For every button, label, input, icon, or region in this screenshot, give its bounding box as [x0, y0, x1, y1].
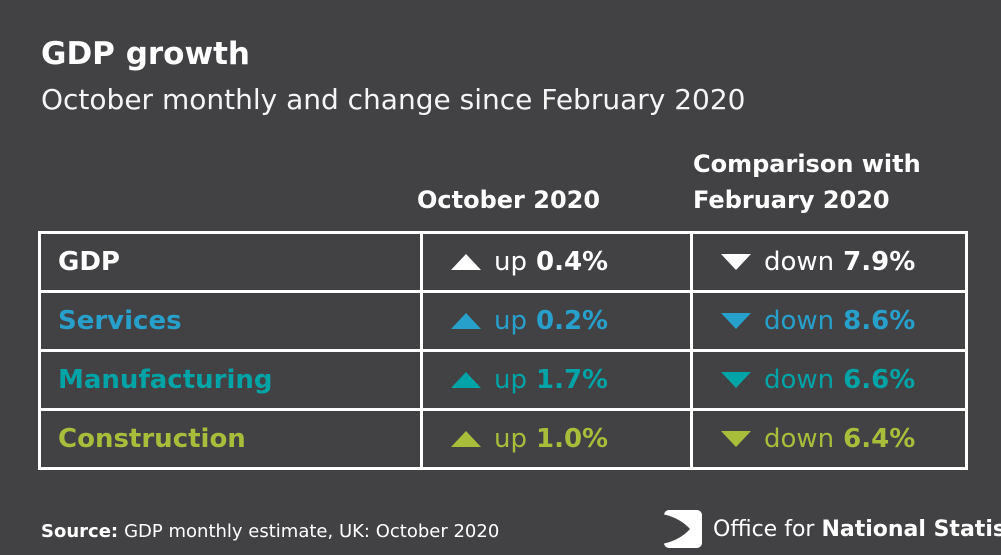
- direction-word: down: [764, 247, 835, 277]
- down-arrow-icon: [721, 372, 751, 388]
- percent-value: 0.4%: [535, 247, 609, 277]
- up-arrow-icon: [451, 313, 481, 329]
- source-text: GDP monthly estimate, UK: October 2020: [124, 521, 500, 542]
- percent-value: 1.7%: [535, 365, 609, 395]
- ons-logo: Office for National Statistics: [664, 510, 1001, 548]
- october-value-cell: up 1.0%: [423, 424, 690, 454]
- direction-word: up: [494, 365, 527, 395]
- october-value-cell: up 0.4%: [423, 247, 690, 277]
- ons-logo-icon: [664, 510, 702, 548]
- percent-value: 8.6%: [843, 306, 916, 336]
- column-header-comparison: Comparison with February 2020: [693, 150, 921, 214]
- direction-word: down: [764, 365, 835, 395]
- down-arrow-icon: [721, 254, 751, 270]
- ons-logo-text: Office for National Statistics: [713, 517, 1001, 542]
- direction-word: down: [764, 306, 835, 336]
- percent-value: 1.0%: [535, 424, 609, 454]
- up-arrow-icon: [451, 254, 481, 270]
- percent-value: 6.4%: [843, 424, 916, 454]
- comparison-value-cell: down 8.6%: [693, 306, 965, 336]
- direction-word: up: [494, 424, 527, 454]
- page-subtitle: October monthly and change since Februar…: [41, 83, 746, 116]
- direction-word: down: [764, 424, 835, 454]
- gdp-table: GDP up 0.4% down 7.9% Services up 0.2%: [38, 231, 968, 470]
- table-row-manufacturing: Manufacturing up 1.7% down 6.6%: [38, 349, 968, 411]
- logo-text-regular: Office for: [713, 516, 822, 542]
- column-header-october: October 2020: [417, 186, 601, 214]
- october-value-cell: up 0.2%: [423, 306, 690, 336]
- row-label: GDP: [38, 231, 423, 293]
- up-arrow-icon: [451, 431, 481, 447]
- down-arrow-icon: [721, 431, 751, 447]
- comparison-value-cell: down 7.9%: [693, 247, 965, 277]
- source-note: Source: GDP monthly estimate, UK: October…: [41, 521, 499, 542]
- comparison-value-cell: down 6.4%: [693, 424, 965, 454]
- row-label: Services: [38, 290, 423, 352]
- comparison-value-cell: down 6.6%: [693, 365, 965, 395]
- row-label: Construction: [38, 408, 423, 470]
- october-value-cell: up 1.7%: [423, 365, 690, 395]
- down-arrow-icon: [721, 313, 751, 329]
- direction-word: up: [494, 306, 527, 336]
- source-label: Source:: [41, 521, 119, 542]
- percent-value: 6.6%: [843, 365, 916, 395]
- table-row-gdp: GDP up 0.4% down 7.9%: [38, 231, 968, 293]
- direction-word: up: [494, 247, 527, 277]
- up-arrow-icon: [451, 372, 481, 388]
- percent-value: 7.9%: [843, 247, 916, 277]
- page-title: GDP growth: [41, 36, 250, 72]
- row-label: Manufacturing: [38, 349, 423, 411]
- percent-value: 0.2%: [535, 306, 609, 336]
- table-row-services: Services up 0.2% down 8.6%: [38, 290, 968, 352]
- logo-text-bold: National Statistics: [821, 516, 1001, 542]
- table-row-construction: Construction up 1.0% down 6.4%: [38, 408, 968, 470]
